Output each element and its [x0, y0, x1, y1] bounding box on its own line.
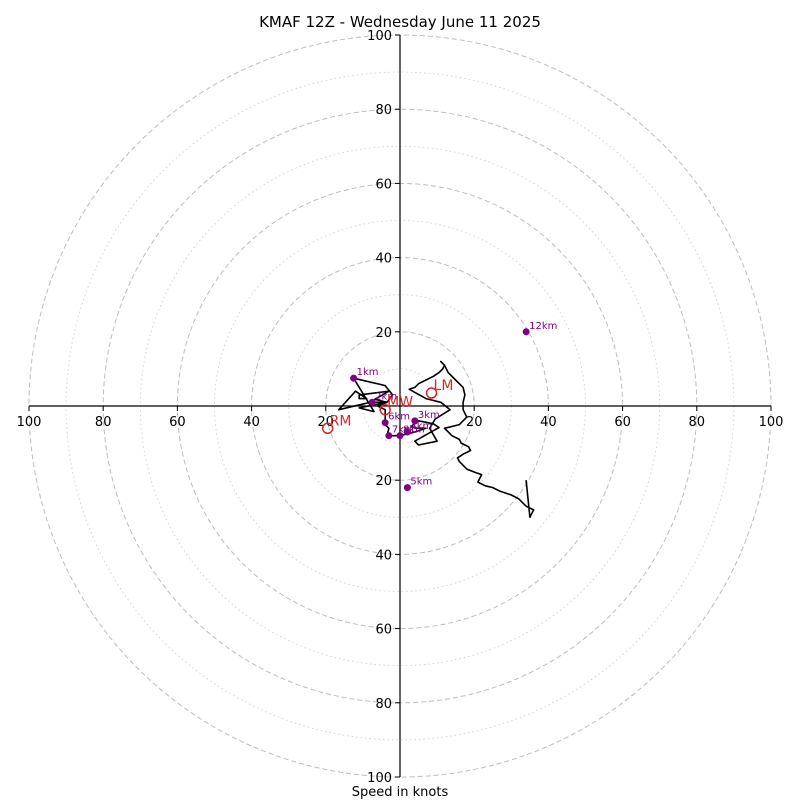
height-marker-2km — [368, 398, 376, 406]
height-marker-8km — [396, 432, 404, 440]
wind-trace-layer — [337, 360, 535, 519]
x-tick-label: 80 — [689, 415, 706, 430]
y-tick-label: 80 — [375, 103, 392, 118]
x-axis-label: Speed in knots — [352, 785, 449, 800]
x-tick-label: 100 — [17, 415, 42, 430]
y-tick-label: 60 — [375, 177, 392, 192]
height-label-12km: 12km — [529, 321, 557, 332]
y-tick-label: 40 — [375, 548, 392, 563]
y-tick-label: 80 — [375, 697, 392, 712]
chart-title: KMAF 12Z - Wednesday June 11 2025 — [259, 13, 541, 31]
x-tick-label: 60 — [169, 415, 186, 430]
height-marker-4km — [403, 428, 411, 436]
x-tick-label: 80 — [95, 415, 112, 430]
height-marker-3km — [411, 417, 419, 425]
height-label-7km: 7km — [392, 425, 414, 436]
y-tick-label: 100 — [367, 771, 392, 786]
height-marker-12km — [522, 328, 530, 336]
height-label-1km: 1km — [357, 367, 379, 378]
y-tick-label: 20 — [375, 326, 392, 341]
y-tick-label: 60 — [375, 623, 392, 638]
storm-motion-rm-marker — [321, 422, 334, 435]
x-tick-label: 20 — [466, 415, 483, 430]
height-label-3km: 3km — [418, 410, 440, 421]
y-tick-label: 40 — [375, 252, 392, 267]
tick-labels: 100 80 60 40 20 20 40 60 80 100 100 80 60 40 20 20 40 60 8… — [17, 29, 784, 786]
height-label-8km: 8km — [403, 425, 425, 436]
height-label-2km: 2km — [375, 391, 397, 402]
storm-motion-markers: LM MW RM — [321, 378, 454, 435]
storm-motion-rm-label: RM — [330, 413, 352, 429]
y-tick-label: 20 — [375, 474, 392, 489]
storm-motion-mw-marker — [379, 403, 391, 416]
axes — [29, 35, 771, 777]
height-marker-1km — [350, 374, 358, 382]
height-marker-6km — [381, 419, 389, 427]
height-marker-5km — [403, 484, 411, 492]
storm-motion-mw-label: MW — [387, 395, 413, 411]
storm-motion-lm-label: LM — [434, 378, 454, 394]
x-tick-label: 40 — [540, 415, 557, 430]
x-tick-label: 40 — [243, 415, 260, 430]
y-tick-label: 100 — [367, 29, 392, 44]
x-tick-label: 20 — [318, 415, 335, 430]
x-tick-label: 60 — [614, 415, 631, 430]
storm-motion-lm-marker — [425, 387, 438, 399]
height-label-5km: 5km — [410, 477, 432, 488]
height-marker-7km — [385, 432, 393, 440]
height-label-6km: 6km — [388, 412, 410, 423]
height-label-4km: 4km — [410, 421, 432, 432]
x-tick-label: 100 — [759, 415, 784, 430]
wind-trace — [337, 360, 535, 519]
